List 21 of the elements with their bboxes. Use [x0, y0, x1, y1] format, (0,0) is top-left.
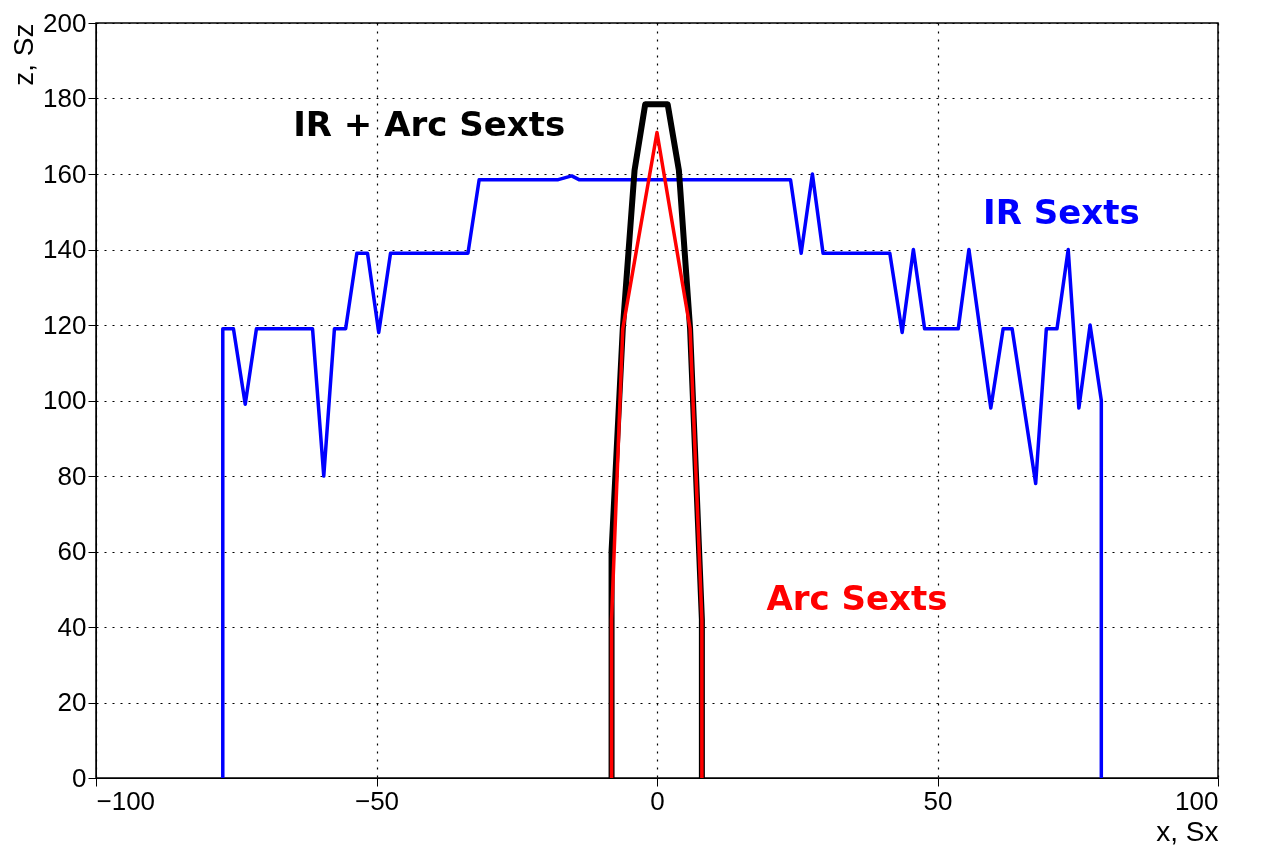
y-tick-label: 20	[57, 687, 87, 717]
x-tick-label: 100	[1175, 785, 1219, 816]
y-tick-label: 80	[57, 460, 87, 491]
y-tick-label: 60	[57, 536, 87, 566]
text: IR + Arc Sexts	[293, 104, 566, 145]
series-label: IR Sexts	[983, 192, 1140, 232]
y-tick-label: 100	[43, 385, 87, 415]
x-tick-label: −100	[96, 785, 156, 816]
y-tick-label: 200	[43, 7, 87, 38]
series-label: Arc Sexts	[766, 578, 948, 619]
y-tick-label: 180	[43, 83, 87, 113]
y-axis-title: z, Sz	[8, 23, 40, 86]
y-tick-label: 140	[43, 234, 87, 264]
x-tick-label: 0	[650, 785, 665, 816]
x-axis-title: x, Sx	[1156, 815, 1219, 847]
y-tick-label: 120	[43, 309, 87, 340]
y-tick-label: 0	[72, 762, 87, 793]
y-tick-label: 160	[43, 158, 87, 189]
x-tick-label: 50	[923, 785, 953, 816]
x-tick-label: −50	[354, 785, 400, 816]
y-tick-label: 40	[57, 611, 87, 642]
